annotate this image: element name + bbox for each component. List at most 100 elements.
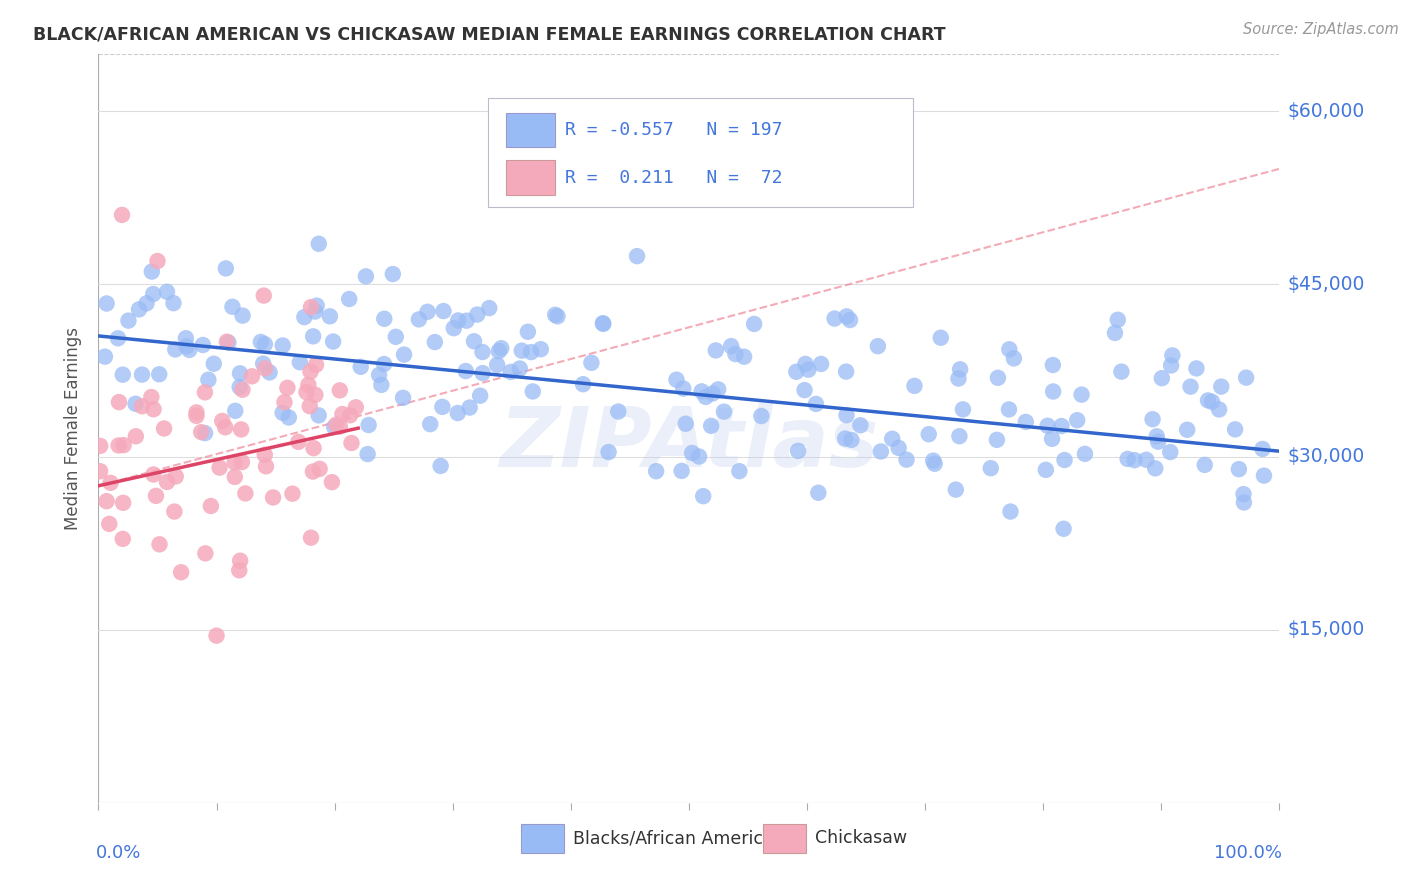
Point bbox=[356, 447, 378, 461]
Point bbox=[471, 345, 494, 359]
Point bbox=[429, 458, 451, 473]
Point bbox=[835, 408, 858, 422]
Point bbox=[111, 368, 134, 382]
Point bbox=[276, 381, 298, 395]
Point bbox=[432, 304, 454, 318]
Point bbox=[228, 563, 250, 577]
Text: 100.0%: 100.0% bbox=[1213, 844, 1282, 862]
Point bbox=[259, 365, 281, 379]
Point bbox=[194, 426, 217, 441]
Point bbox=[297, 377, 319, 392]
Point bbox=[191, 338, 214, 352]
Point bbox=[322, 334, 344, 349]
Point bbox=[202, 357, 225, 371]
Point bbox=[510, 343, 533, 358]
Point bbox=[205, 629, 228, 643]
Text: 0.0%: 0.0% bbox=[96, 844, 142, 862]
Point bbox=[416, 305, 439, 319]
Point bbox=[302, 465, 325, 479]
Point bbox=[221, 300, 243, 314]
Point bbox=[1116, 452, 1139, 467]
Point bbox=[214, 420, 236, 434]
Point bbox=[1194, 458, 1216, 472]
Point bbox=[162, 296, 184, 310]
Point bbox=[235, 486, 257, 500]
Point bbox=[1146, 429, 1168, 443]
Text: Blacks/African Americans: Blacks/African Americans bbox=[574, 830, 794, 847]
Point bbox=[1232, 487, 1254, 501]
Point bbox=[340, 436, 363, 450]
Point bbox=[948, 371, 970, 385]
Point bbox=[250, 334, 273, 349]
Point bbox=[302, 441, 325, 455]
Point bbox=[443, 321, 465, 335]
Point bbox=[142, 287, 165, 301]
Point bbox=[949, 362, 972, 376]
Point bbox=[305, 299, 328, 313]
Text: Chickasaw: Chickasaw bbox=[815, 830, 907, 847]
Point bbox=[117, 313, 139, 327]
Point bbox=[810, 357, 832, 371]
Point bbox=[1185, 361, 1208, 376]
Point bbox=[329, 419, 352, 434]
Point bbox=[98, 516, 121, 531]
Point bbox=[690, 384, 713, 399]
Point bbox=[1135, 452, 1157, 467]
Point bbox=[292, 310, 315, 325]
Point bbox=[337, 292, 360, 306]
Point bbox=[675, 417, 697, 431]
Point bbox=[339, 409, 361, 423]
Point bbox=[489, 341, 512, 355]
Point bbox=[384, 330, 406, 344]
Point bbox=[835, 365, 858, 379]
Point bbox=[834, 432, 856, 446]
FancyBboxPatch shape bbox=[506, 161, 555, 194]
Point bbox=[520, 345, 543, 359]
FancyBboxPatch shape bbox=[488, 98, 914, 207]
Point bbox=[344, 401, 367, 415]
Point bbox=[456, 314, 478, 328]
Point bbox=[1251, 442, 1274, 456]
Point bbox=[581, 356, 603, 370]
Point bbox=[672, 382, 695, 396]
Point bbox=[980, 461, 1002, 475]
Point bbox=[373, 311, 395, 326]
Point bbox=[287, 434, 309, 449]
Point bbox=[1000, 504, 1022, 518]
Point bbox=[797, 362, 820, 376]
Point bbox=[215, 334, 238, 349]
Point bbox=[273, 395, 295, 409]
Point bbox=[929, 331, 952, 345]
Point bbox=[720, 339, 742, 353]
Text: R = -0.557   N = 197: R = -0.557 N = 197 bbox=[565, 121, 782, 139]
Point bbox=[145, 489, 167, 503]
Point bbox=[998, 343, 1021, 357]
Point bbox=[304, 304, 326, 318]
Point bbox=[468, 389, 491, 403]
Point bbox=[107, 331, 129, 345]
Point bbox=[1123, 453, 1146, 467]
Point bbox=[217, 335, 239, 350]
Point bbox=[835, 310, 858, 324]
Text: R =  0.211   N =  72: R = 0.211 N = 72 bbox=[565, 169, 782, 186]
Point bbox=[948, 429, 970, 443]
Point bbox=[419, 417, 441, 431]
Point bbox=[299, 365, 322, 379]
Point bbox=[176, 339, 198, 353]
Point bbox=[96, 494, 118, 508]
Point bbox=[986, 433, 1008, 447]
Point bbox=[408, 312, 430, 326]
Point bbox=[131, 368, 153, 382]
Point bbox=[665, 373, 688, 387]
Point bbox=[626, 249, 648, 263]
Point bbox=[1042, 358, 1064, 372]
Point bbox=[724, 347, 747, 361]
Point bbox=[1233, 495, 1256, 509]
Point bbox=[1201, 394, 1223, 409]
Point bbox=[354, 269, 377, 284]
Point bbox=[952, 402, 974, 417]
Point bbox=[544, 308, 567, 322]
Point bbox=[107, 438, 129, 452]
Point bbox=[688, 450, 710, 464]
Point bbox=[998, 402, 1021, 417]
